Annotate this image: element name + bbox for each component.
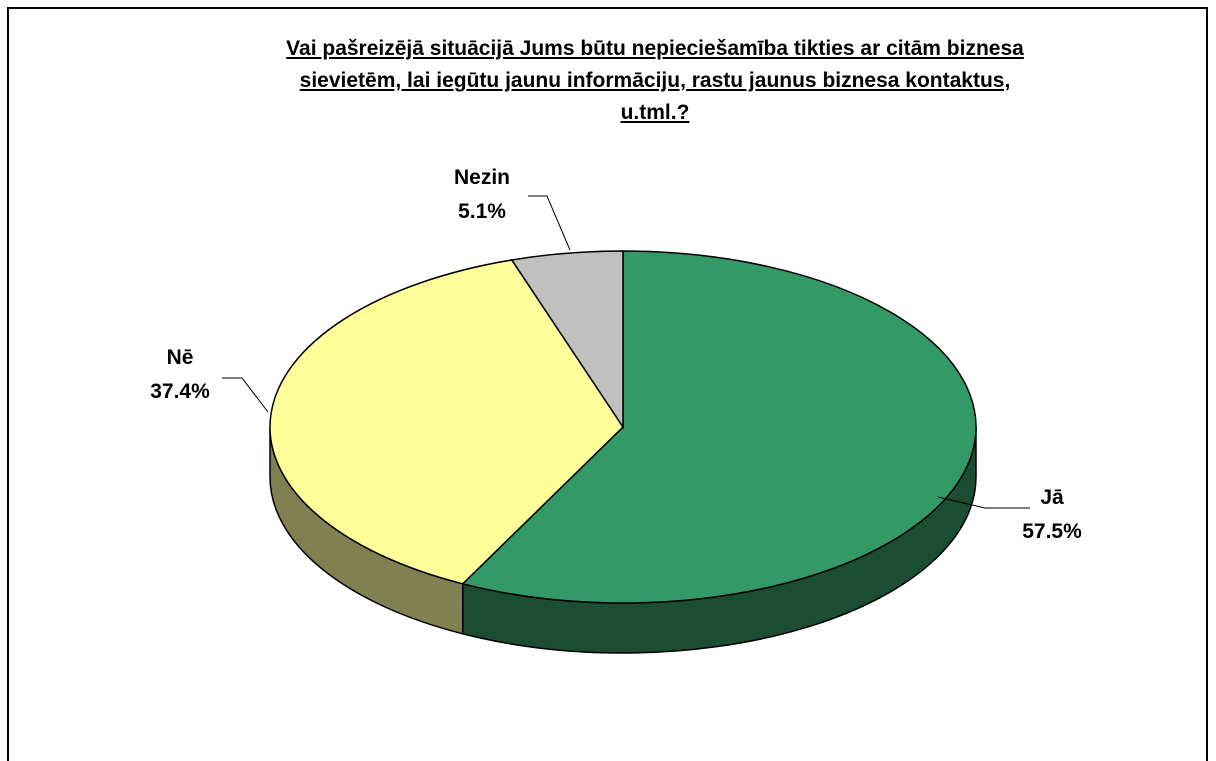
leader-line-2	[528, 195, 571, 251]
chart-frame	[7, 7, 1208, 761]
slice-label-0: Jā	[1040, 486, 1064, 509]
pie-slice-0	[461, 250, 977, 604]
pie-leaders	[222, 195, 1030, 509]
pie-labels: Jā 57.5% Nē 37.4% Nezin 5.1%	[150, 166, 1082, 543]
slice-value-1: 37.4%	[150, 380, 210, 403]
slice-value-0: 57.5%	[1022, 520, 1082, 543]
slice-label-2: Nezin	[454, 166, 510, 189]
title-line-2: sievietēm, lai iegūtu jaunu informāciju,…	[299, 69, 1011, 92]
leader-line-1	[222, 377, 269, 413]
pie-tops	[269, 250, 977, 604]
title-line-1: Vai pašreizējā situācijā Jums būtu nepie…	[286, 37, 1024, 60]
pie-slice-2	[510, 250, 624, 430]
chart-title: Vai pašreizējā situācijā Jums būtu nepie…	[150, 33, 1160, 129]
leader-line-0	[937, 496, 1030, 509]
slice-label-1: Nē	[167, 346, 194, 369]
pie-slice-1	[269, 259, 624, 585]
slice-value-2: 5.1%	[458, 200, 506, 223]
title-line-3: u.tml.?	[620, 101, 690, 124]
